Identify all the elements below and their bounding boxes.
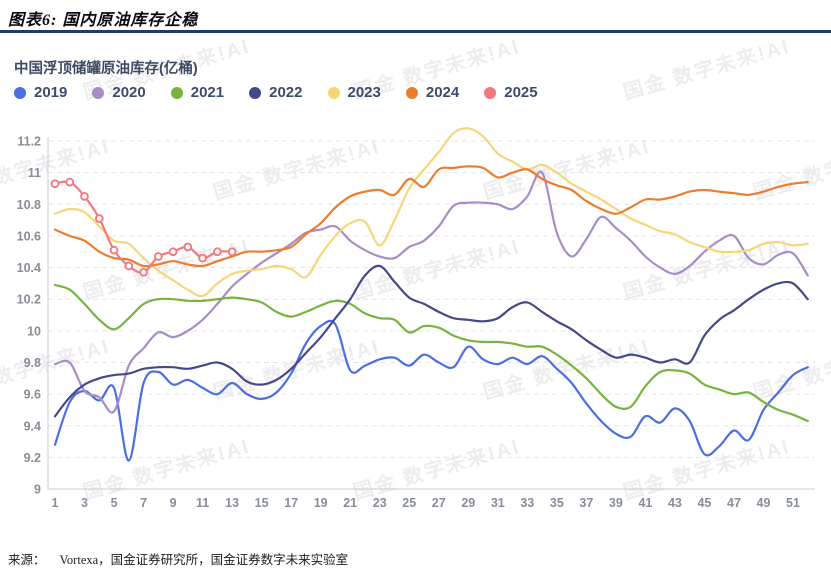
watermark-text: 国金 数字未来!AI xyxy=(480,135,653,205)
watermark-text: 国金 数字未来!AI xyxy=(350,235,523,305)
legend-label: 2025 xyxy=(504,84,538,101)
watermark-text: 国金 数字未来!AI xyxy=(80,435,253,505)
watermark-text: 国金 数字未来!AI xyxy=(750,135,831,205)
legend-dot-icon xyxy=(170,86,183,99)
legend-dot-icon xyxy=(327,86,340,99)
chart-title: 中国浮顶储罐原油库存(亿桶) xyxy=(14,61,198,77)
source-row: 来源： Vortexa，国金证券研究所，国金证券数字未来实验室 xyxy=(8,549,348,568)
chart-legend: 2019 2020 2021 2022 2023 2024 2025 xyxy=(14,84,538,101)
legend-label: 2023 xyxy=(347,84,381,101)
watermark-text: 国金 数字未来!AI xyxy=(0,135,113,205)
watermark-text: 国金 数字未来!AI xyxy=(620,235,793,305)
legend-item-2022[interactable]: 2022 xyxy=(249,84,303,101)
legend-item-2020[interactable]: 2020 xyxy=(92,84,146,101)
legend-dot-icon xyxy=(249,86,262,99)
legend-item-2019[interactable]: 2019 xyxy=(14,84,67,101)
legend-dot-icon xyxy=(405,86,418,99)
legend-item-2021[interactable]: 2021 xyxy=(170,84,225,101)
source-text: Vortexa，国金证券研究所，国金证券数字未来实验室 xyxy=(59,553,349,567)
watermark-text: 国金 数字未来!AI xyxy=(210,135,383,205)
chart-panel: 国金 数字未来!AI 国金 数字未来!AI 国金 数字未来!AI 国金 数字未来!AI… xyxy=(0,33,831,538)
watermark-text: 国金 数字未来!AI xyxy=(0,335,113,405)
legend-item-2024[interactable]: 2024 xyxy=(405,84,460,101)
watermark-text: 国金 数字未来!AI xyxy=(620,35,793,105)
title-divider xyxy=(0,30,831,33)
legend-item-2025[interactable]: 2025 xyxy=(484,84,538,101)
legend-label: 2021 xyxy=(190,84,225,101)
watermark-text: 国金 数字未来!AI xyxy=(480,335,653,405)
legend-dot-icon xyxy=(484,86,497,99)
legend-dot-icon xyxy=(14,86,26,99)
legend-label: 2019 xyxy=(34,84,68,101)
watermark-text: 国金 数字未来!AI xyxy=(350,435,523,505)
legend-label: 2020 xyxy=(112,84,146,101)
legend-label: 2024 xyxy=(425,84,460,101)
watermark-layer: 国金 数字未来!AI 国金 数字未来!AI 国金 数字未来!AI 国金 数字未来!AI… xyxy=(0,33,831,538)
page-title: 图表6: 国内原油库存企稳 xyxy=(8,12,199,29)
legend-dot-icon xyxy=(92,86,105,99)
legend-item-2023[interactable]: 2023 xyxy=(327,84,381,101)
watermark-text: 国金 数字未来!AI xyxy=(210,335,383,405)
watermark-text: 国金 数字未来!AI xyxy=(620,435,793,505)
watermark-text: 国金 数字未来!AI xyxy=(750,335,831,405)
legend-label: 2022 xyxy=(269,84,303,101)
watermark-text: 国金 数字未来!AI xyxy=(80,235,253,305)
source-label: 来源： xyxy=(8,553,46,567)
